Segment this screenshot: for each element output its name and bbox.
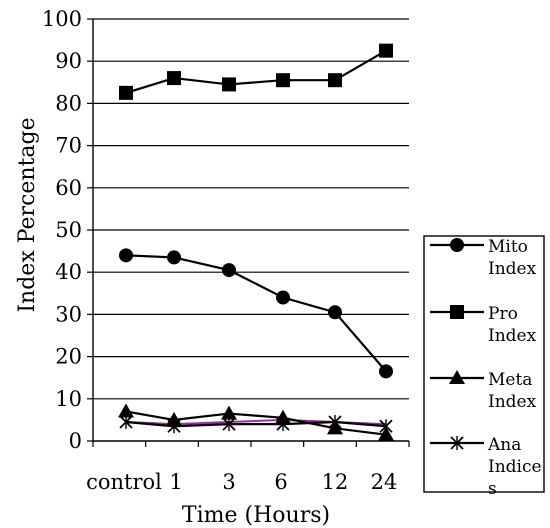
- series-1: [119, 43, 393, 100]
- data-point: [379, 419, 393, 434]
- data-point: [328, 415, 342, 430]
- data-point: [167, 250, 181, 265]
- legend-label: Mito: [488, 237, 528, 257]
- legend-label: Indice: [488, 457, 542, 477]
- legend-marker: [450, 238, 464, 252]
- x-tick-label: 3: [222, 470, 235, 494]
- data-point: [276, 417, 290, 432]
- data-point: [167, 419, 181, 434]
- data-point: [221, 405, 237, 420]
- y-tick-label: 60: [55, 176, 82, 200]
- x-tick-label: 6: [274, 470, 287, 494]
- legend-marker: [450, 436, 464, 450]
- y-tick-label: 30: [55, 302, 82, 326]
- legend-marker: [449, 370, 465, 384]
- data-point: [222, 77, 236, 92]
- series-line: [125, 410, 387, 436]
- legend-label: Index: [488, 392, 537, 412]
- gridlines: [93, 18, 409, 400]
- data-point: [222, 417, 236, 432]
- y-tick-label: 0: [69, 429, 82, 453]
- x-axis: control 1 3 6 12 24: [86, 440, 410, 494]
- series-layer: [118, 43, 394, 441]
- data-point: [119, 415, 133, 430]
- y-tick-label: 90: [55, 49, 82, 73]
- data-point: [379, 43, 393, 58]
- data-point: [328, 73, 342, 88]
- y-tick-label: 50: [55, 218, 82, 242]
- legend-label: Ana: [487, 435, 521, 455]
- data-point: [276, 290, 290, 305]
- series-0: [119, 248, 393, 379]
- x-axis-label: Time (Hours): [182, 503, 330, 528]
- y-tick-label: 20: [55, 345, 82, 369]
- data-point: [378, 426, 394, 441]
- data-point: [276, 73, 290, 88]
- x-tick-label: control: [86, 470, 162, 494]
- legend-label: s: [488, 479, 497, 499]
- series-line: [125, 420, 387, 428]
- legend-label: Meta: [488, 370, 532, 390]
- y-tick-label: 40: [55, 260, 82, 284]
- y-tick-label: 100: [42, 7, 82, 31]
- y-tick-label: 10: [55, 387, 82, 411]
- x-tick-label: 1: [169, 470, 182, 494]
- x-tick-label: 12: [322, 470, 349, 494]
- data-point: [119, 248, 133, 263]
- data-point: [379, 364, 393, 379]
- y-axis: 0 10 20 30 40 50 60 70 80 90 100: [42, 7, 94, 453]
- data-point: [118, 403, 134, 418]
- legend-label: Index: [488, 259, 537, 279]
- y-tick-label: 70: [55, 134, 82, 158]
- legend-label: Pro: [488, 304, 518, 324]
- y-tick-label: 80: [55, 91, 82, 115]
- legend-box: [423, 235, 545, 493]
- x-tick-label: 24: [371, 470, 398, 494]
- data-point: [119, 85, 133, 100]
- legend-label: Index: [488, 326, 537, 346]
- series-line: [125, 254, 387, 373]
- legend-marker: [450, 305, 464, 319]
- data-point: [328, 305, 342, 320]
- series-3: [119, 415, 393, 434]
- series-line: [125, 49, 387, 94]
- data-point: [167, 71, 181, 86]
- y-axis-label: Index Percentage: [15, 117, 40, 312]
- data-point: [222, 263, 236, 278]
